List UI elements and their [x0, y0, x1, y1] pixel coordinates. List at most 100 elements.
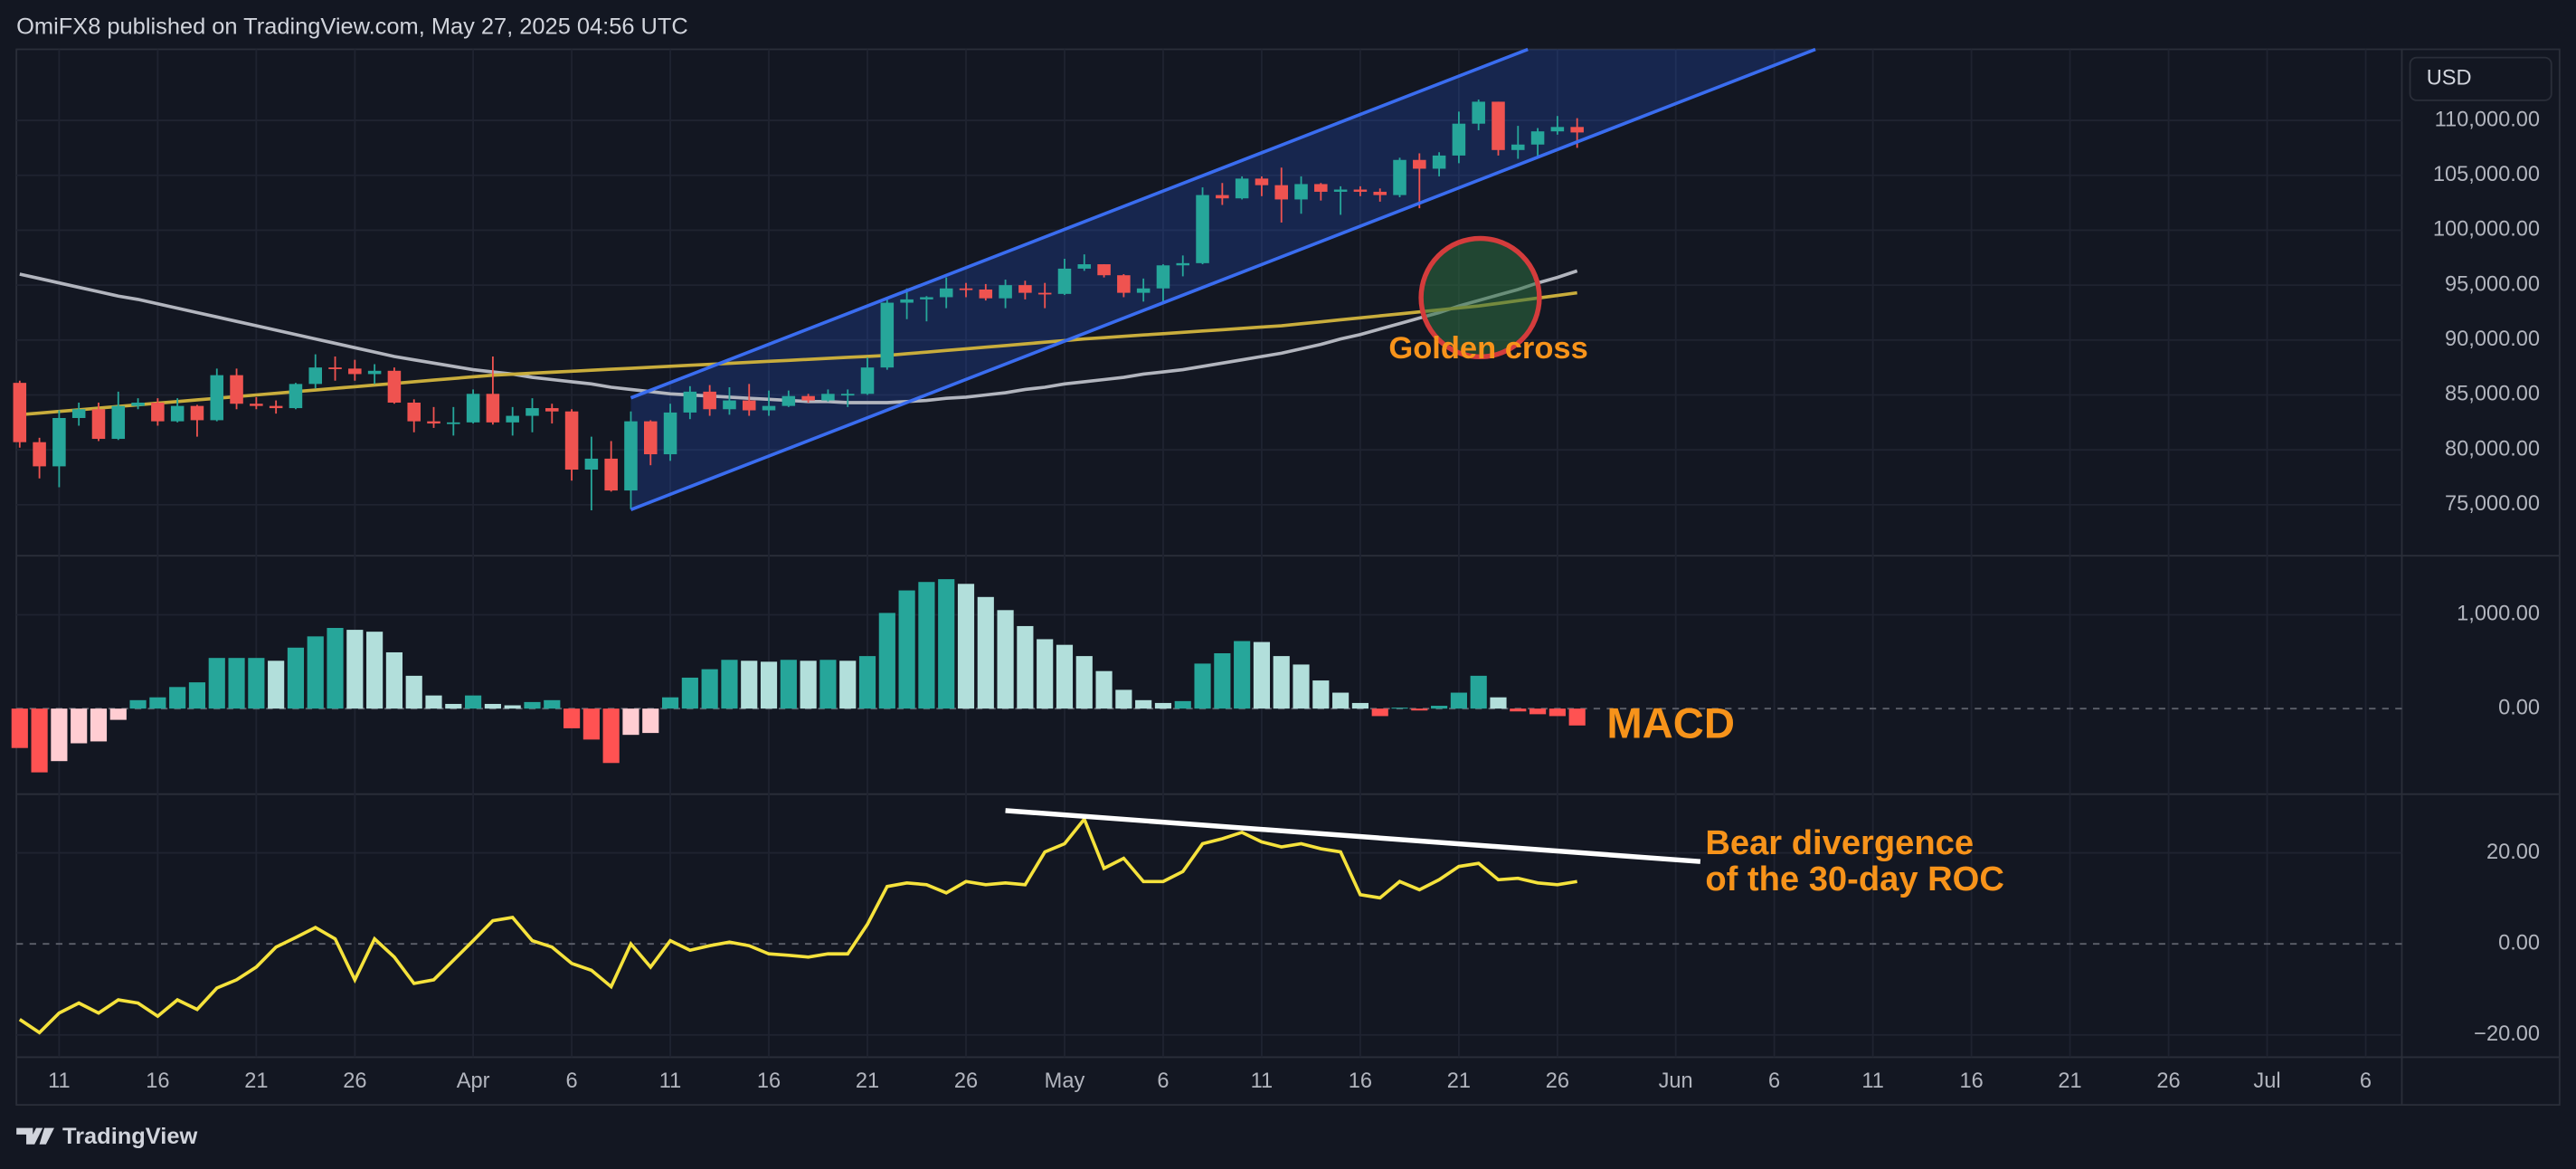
candle-body [1314, 184, 1328, 192]
candle-body [328, 367, 342, 369]
x-tick-label: 16 [757, 1069, 781, 1093]
histogram-bar [188, 682, 206, 709]
histogram-bar [1194, 663, 1211, 709]
y-tick-label: 75,000.00 [2445, 492, 2540, 516]
moving-average [19, 290, 1577, 417]
candle-body [447, 422, 460, 424]
histogram-bar [1351, 702, 1368, 709]
x-tick-label: May [1045, 1069, 1085, 1093]
histogram-bar [800, 661, 817, 709]
x-tick-label: 6 [1768, 1069, 1780, 1093]
histogram-bar [1075, 656, 1093, 709]
histogram-bar [1154, 702, 1172, 709]
x-tick-label: 16 [1349, 1069, 1372, 1093]
y-tick-label: 20.00 [2486, 841, 2540, 864]
histogram-bar [366, 632, 384, 709]
annotation: of the 30-day ROC [1705, 860, 2004, 898]
chart-frame [15, 48, 2561, 1107]
x-tick-label: 26 [954, 1069, 978, 1093]
y-tick-label: 0.00 [2498, 931, 2540, 955]
candle-body [466, 394, 480, 423]
currency: USD [2427, 66, 2472, 90]
histogram-bar [839, 661, 857, 709]
histogram-bar [602, 708, 620, 764]
x-tick-label: 6 [2360, 1069, 2372, 1093]
candle-body [427, 421, 440, 424]
histogram-bar [898, 590, 915, 709]
histogram-bar [90, 708, 108, 742]
histogram-bar [327, 628, 344, 709]
candle-body [387, 370, 402, 403]
divergence-line [1005, 808, 1701, 864]
candle-body [367, 370, 382, 375]
histogram-bar [1234, 641, 1251, 709]
histogram-bar [11, 708, 28, 748]
histogram-bar [1214, 652, 1231, 709]
x-tick-label: 6 [1157, 1069, 1169, 1093]
candle-body [762, 405, 776, 411]
candle-body [210, 375, 224, 421]
histogram-bar [1332, 692, 1350, 709]
candle-body [1550, 127, 1565, 132]
histogram-bar [109, 708, 127, 720]
candle-body [723, 400, 736, 410]
histogram-bar [957, 584, 975, 709]
x-tick-label: 11 [1251, 1069, 1274, 1093]
histogram-bar [564, 708, 581, 728]
histogram-bar [1470, 675, 1487, 709]
histogram-bar [1056, 644, 1074, 709]
golden-cross-circle [1418, 235, 1542, 360]
x-tick-label: 26 [1546, 1069, 1569, 1093]
candle-body [644, 421, 658, 455]
histogram-bar [721, 660, 738, 709]
histogram-bar [268, 661, 285, 709]
histogram-bar [1510, 708, 1527, 712]
x-tick-label: Jul [2253, 1069, 2280, 1093]
candle-body [1156, 265, 1170, 289]
candle-body [624, 421, 638, 491]
x-tick-label: 11 [659, 1069, 682, 1093]
histogram-bar [307, 636, 324, 709]
histogram-bar [425, 695, 442, 709]
histogram-bar [31, 708, 48, 773]
candle-body [1570, 127, 1584, 133]
candle-body [1274, 185, 1288, 200]
channel-lower [630, 47, 1816, 512]
candle-body [1373, 191, 1387, 195]
candle-body [52, 417, 66, 467]
candle-body [151, 402, 165, 422]
histogram-bar [129, 699, 147, 709]
candle-body [506, 415, 519, 423]
candle-body [1492, 101, 1505, 150]
histogram-bar [524, 701, 541, 709]
candle-body [230, 375, 243, 404]
x-tick-label: Apr [457, 1069, 490, 1093]
candle-body [564, 411, 579, 470]
histogram-bar [149, 697, 166, 709]
candle-body [348, 368, 362, 375]
histogram-bar [544, 699, 561, 709]
histogram-bar [1115, 689, 1132, 709]
histogram-bar [701, 669, 718, 709]
histogram-bar [71, 708, 88, 744]
candle-body [1432, 155, 1446, 169]
candle-body [979, 289, 993, 299]
footer-brand: TradingView [62, 1124, 197, 1149]
candle-body [1393, 159, 1406, 195]
histogram-bar [938, 579, 955, 709]
candle-body [1117, 275, 1131, 293]
candle-body [1353, 189, 1368, 192]
logo [16, 1127, 54, 1145]
labels: 11 16 21 26 Apr 6 11 16 21 26 May 6 11 16 21 26 Jun 6 11 16… [48, 108, 2540, 1093]
histogram-bar [1017, 625, 1034, 709]
histogram-bar [1411, 708, 1428, 711]
moving-average [19, 269, 1578, 404]
candle-body [821, 394, 835, 401]
histogram-bar [642, 708, 659, 734]
histogram-bar [819, 660, 837, 709]
x-tick-label: 21 [856, 1069, 879, 1093]
candle-body [1176, 262, 1190, 266]
histogram-bar [878, 613, 895, 709]
candle-body [1452, 123, 1466, 156]
